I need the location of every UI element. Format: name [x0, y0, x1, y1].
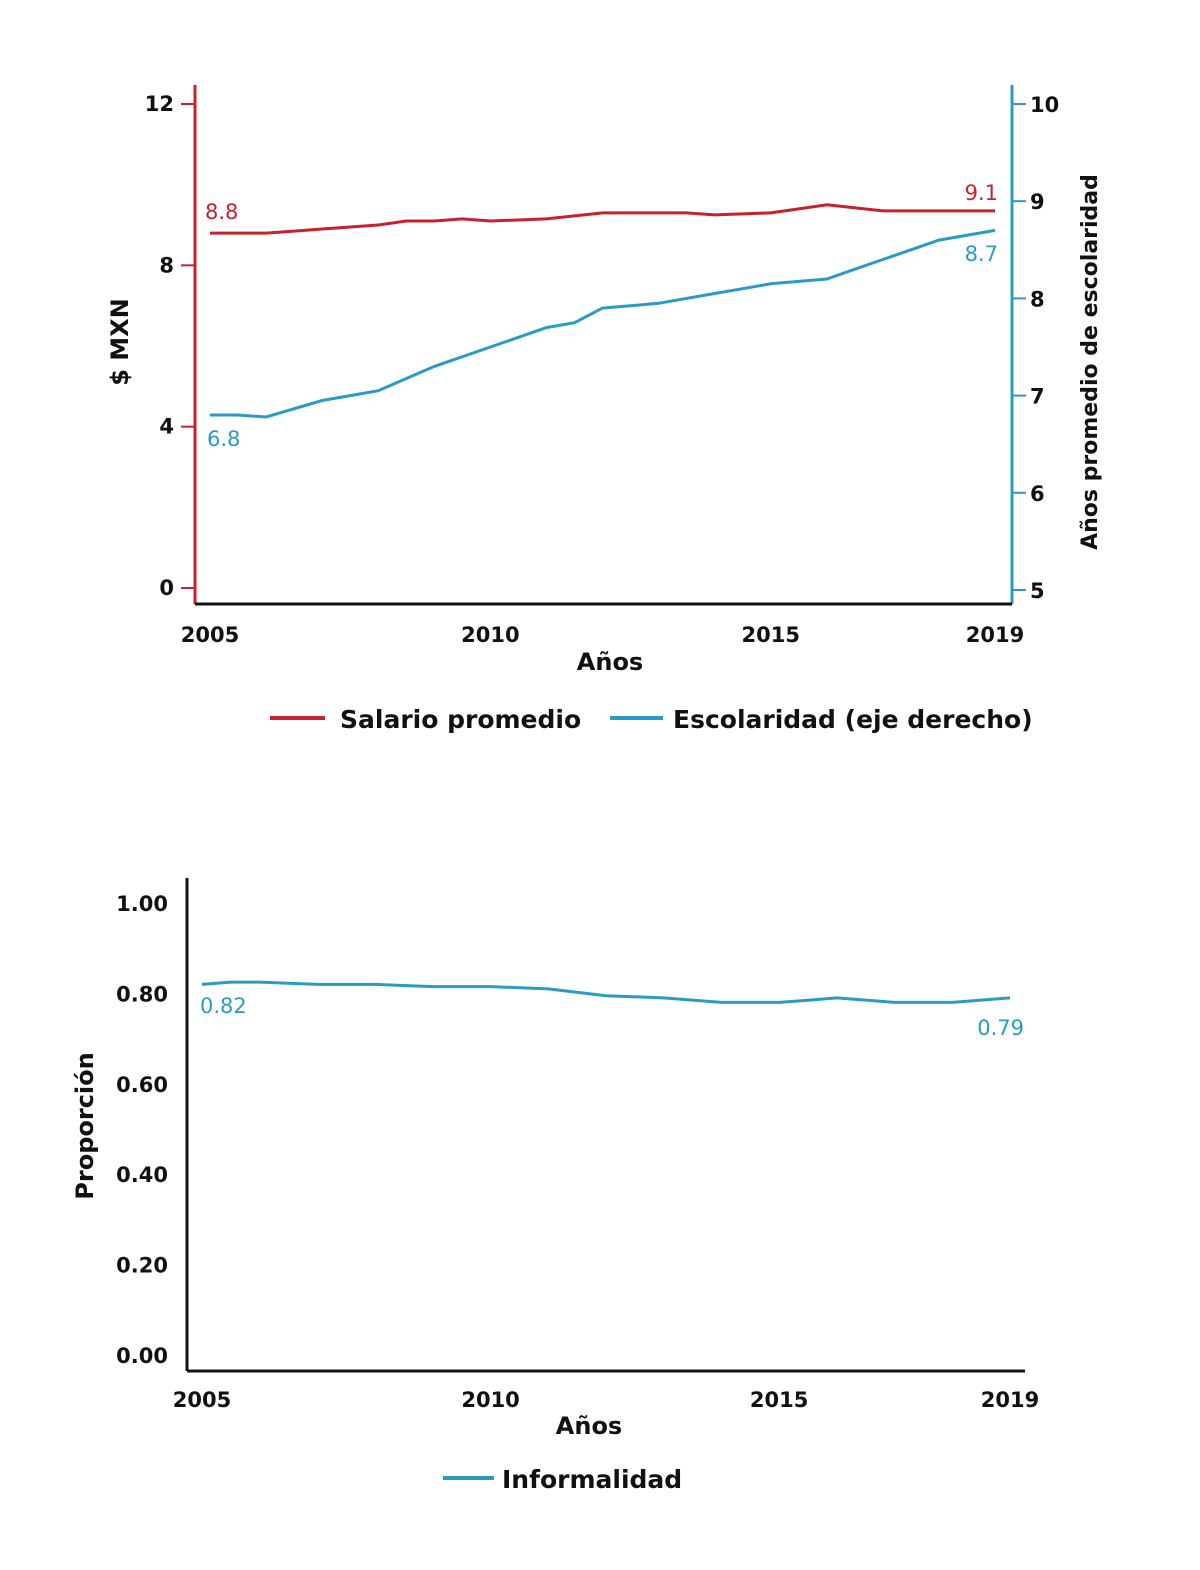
x-tick-label: 2010: [461, 623, 519, 647]
left-y-tick-label: 12: [145, 92, 174, 116]
legend: Informalidad: [443, 1465, 682, 1494]
y-tick-label: 0.40: [116, 1163, 168, 1187]
y-tick-label: 0.00: [116, 1344, 168, 1368]
right-y-ticks: 5 6 7 8 9 10: [1012, 93, 1059, 603]
right-y-tick-label: 8: [1030, 287, 1045, 311]
series-line-salario: [210, 203, 995, 235]
left-y-tick-label: 4: [159, 415, 174, 439]
left-y-tick-label: 0: [159, 576, 174, 600]
data-label-informalidad-start: 0.82: [200, 994, 247, 1018]
chart-1: 0 4 8 12 5 6 7 8 9 10 2005 2010 2015 2019 8.8 9.1 6…: [106, 85, 1103, 734]
right-y-tick-label: 7: [1030, 385, 1045, 409]
left-y-ticks: 0 4 8 12: [145, 92, 195, 600]
legend-label-escolaridad: Escolaridad (eje derecho): [673, 705, 1033, 734]
y-tick-label: 0.20: [116, 1254, 168, 1278]
x-tick-label: 2005: [173, 1388, 231, 1412]
x-tick-label: 2010: [461, 1388, 519, 1412]
right-y-tick-label: 6: [1030, 482, 1045, 506]
x-axis-title: Años: [556, 1412, 622, 1440]
legend-label-salario: Salario promedio: [340, 705, 581, 734]
data-label-escolaridad-start: 6.8: [207, 427, 240, 451]
x-tick-label: 2019: [966, 623, 1024, 647]
right-y-axis-title: Años promedio de escolaridad: [1078, 174, 1103, 550]
data-label-escolaridad-end: 8.7: [965, 242, 998, 266]
y-tick-label: 0.80: [116, 982, 168, 1006]
y-ticks: 0.00 0.20 0.40 0.60 0.80 1.00: [116, 892, 168, 1368]
data-label-informalidad-end: 0.79: [977, 1016, 1024, 1040]
left-y-axis-title: $ MXN: [106, 298, 134, 386]
data-label-salario-start: 8.8: [205, 200, 238, 224]
x-ticks: 2005 2010 2015 2019: [173, 1388, 1039, 1412]
left-y-tick-label: 8: [159, 253, 174, 277]
series-line-escolaridad: [210, 228, 996, 419]
x-tick-label: 2015: [741, 623, 799, 647]
right-y-tick-label: 5: [1030, 579, 1045, 603]
y-tick-label: 0.60: [116, 1073, 168, 1097]
chart-2: 0.00 0.20 0.40 0.60 0.80 1.00 2005 2010 2015 201…: [71, 878, 1039, 1494]
x-tick-label: 2005: [181, 623, 239, 647]
y-tick-label: 1.00: [116, 892, 168, 916]
right-y-tick-label: 10: [1030, 93, 1059, 117]
x-axis-title: Años: [577, 648, 643, 676]
data-label-salario-end: 9.1: [965, 181, 998, 205]
legend: Salario promedio Escolaridad (eje derech…: [270, 705, 1033, 734]
y-axis-title: Proporción: [71, 1052, 99, 1199]
x-tick-label: 2015: [750, 1388, 808, 1412]
x-ticks: 2005 2010 2015 2019: [181, 623, 1024, 647]
legend-label-informalidad: Informalidad: [502, 1465, 682, 1494]
x-tick-label: 2019: [981, 1388, 1039, 1412]
right-y-tick-label: 9: [1030, 190, 1045, 214]
series-line-informalidad: [201, 980, 1011, 1004]
